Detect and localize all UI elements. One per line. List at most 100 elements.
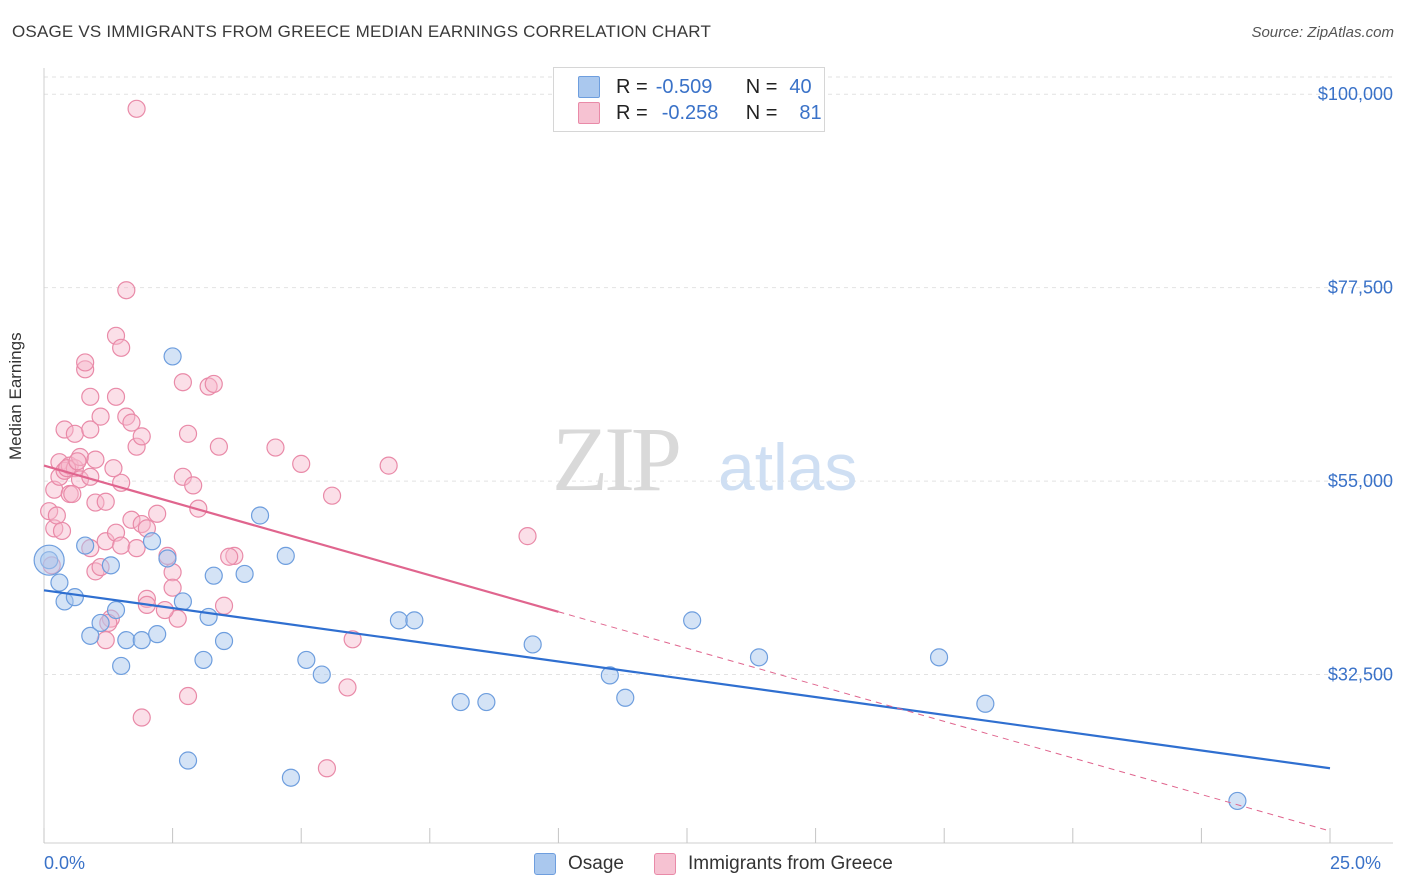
greece-point	[104, 459, 123, 478]
watermark: ZIP atlas	[552, 408, 857, 510]
greece-point	[81, 387, 100, 406]
series-legend: Osage Immigrants from Greece	[534, 853, 923, 875]
osage-point	[194, 650, 213, 670]
greece-point	[163, 578, 182, 597]
osage-point	[106, 600, 126, 620]
greece-point	[184, 476, 203, 495]
osage-point	[117, 631, 136, 650]
greece-point	[81, 420, 100, 439]
greece-point	[47, 506, 66, 525]
greece-point	[322, 486, 342, 505]
greece-point	[338, 678, 357, 697]
osage-point	[132, 631, 151, 650]
x-tick-min: 0.0%	[44, 853, 86, 873]
greece-point	[178, 424, 198, 443]
osage-point	[477, 692, 496, 712]
greece-swatch	[578, 102, 600, 124]
greece-point	[55, 420, 74, 439]
correlation-legend: R = -0.509 N = 40 R = -0.258 N = 81	[553, 67, 825, 132]
osage-point	[112, 656, 131, 676]
y-tick-label: $100,000	[1318, 84, 1393, 104]
watermark-atlas: atlas	[718, 430, 857, 504]
y-tick-label: $32,500	[1328, 665, 1393, 685]
greece-point	[112, 338, 131, 357]
osage-point	[600, 666, 619, 685]
osage-point	[523, 635, 542, 654]
greece-point	[168, 609, 187, 628]
legend-row-greece: R = -0.258 N = 81	[578, 101, 822, 125]
osage-r-value: -0.509	[655, 75, 713, 98]
osage-legend-label: Osage	[568, 853, 624, 874]
greece-trend-extension	[558, 611, 1331, 832]
osage-point	[158, 549, 177, 568]
greece-point	[122, 413, 141, 432]
grid-lines	[44, 76, 1393, 676]
osage-point	[81, 626, 100, 645]
greece-point	[292, 454, 311, 473]
greece-point	[65, 424, 84, 443]
osage-points	[33, 347, 1247, 811]
greece-point	[76, 353, 95, 372]
osage-n-label: N =	[745, 75, 778, 98]
osage-point	[451, 692, 470, 712]
osage-trend-line	[43, 589, 1331, 770]
greece-point	[52, 521, 72, 541]
greece-point	[178, 686, 198, 706]
greece-point	[379, 456, 398, 475]
osage-point	[1228, 791, 1247, 811]
greece-point	[96, 492, 115, 511]
osage-point	[101, 556, 120, 575]
osage-point	[65, 588, 84, 607]
greece-point	[225, 546, 244, 565]
chart-title: OSAGE VS IMMIGRANTS FROM GREECE MEDIAN E…	[12, 22, 712, 41]
greece-point	[199, 377, 218, 396]
greece-point	[132, 708, 151, 727]
osage-point	[178, 751, 198, 770]
greece-point	[127, 437, 146, 456]
greece-r-label: R =	[616, 101, 648, 124]
legend-item-greece: Immigrants from Greece	[653, 853, 893, 875]
osage-n-value: 40	[789, 75, 812, 98]
legend-row-osage: R = -0.509 N = 40	[578, 75, 812, 99]
osage-r-label: R =	[616, 75, 648, 98]
greece-point	[127, 539, 146, 558]
watermark-zip: ZIP	[552, 408, 679, 510]
greece-trend-line	[43, 464, 559, 613]
osage-point	[250, 506, 270, 525]
osage-point	[50, 573, 69, 592]
osage-point	[281, 768, 301, 787]
y-tick-labels: $32,500 $55,000 $77,500 $100,000	[1318, 84, 1393, 684]
greece-n-value: 81	[799, 101, 822, 124]
osage-point	[976, 694, 995, 713]
osage-point	[276, 546, 295, 565]
greece-legend-label: Immigrants from Greece	[687, 853, 893, 874]
y-tick-label: $77,500	[1328, 278, 1393, 298]
osage-point	[204, 566, 223, 585]
greece-point	[148, 504, 167, 523]
osage-point	[163, 347, 182, 366]
osage-point	[91, 613, 110, 633]
greece-point	[317, 759, 337, 778]
osage-point	[616, 688, 635, 707]
greece-point	[63, 484, 82, 504]
osage-point-large	[33, 544, 65, 576]
greece-point	[343, 630, 362, 649]
greece-n-label: N =	[745, 101, 778, 124]
osage-point	[199, 607, 218, 627]
osage-point	[297, 650, 316, 670]
osage-point	[235, 564, 254, 584]
greece-point	[266, 438, 285, 457]
osage-legend-swatch	[534, 853, 556, 875]
greece-point	[96, 631, 115, 650]
greece-point	[117, 281, 136, 300]
greece-r-value: -0.258	[661, 101, 719, 124]
osage-point	[148, 625, 167, 644]
greece-point	[204, 374, 223, 394]
osage-point	[142, 532, 162, 551]
osage-point	[405, 611, 424, 630]
trend-lines	[43, 464, 1331, 832]
greece-point	[518, 527, 537, 546]
greece-point	[209, 437, 228, 456]
greece-point	[91, 407, 110, 426]
